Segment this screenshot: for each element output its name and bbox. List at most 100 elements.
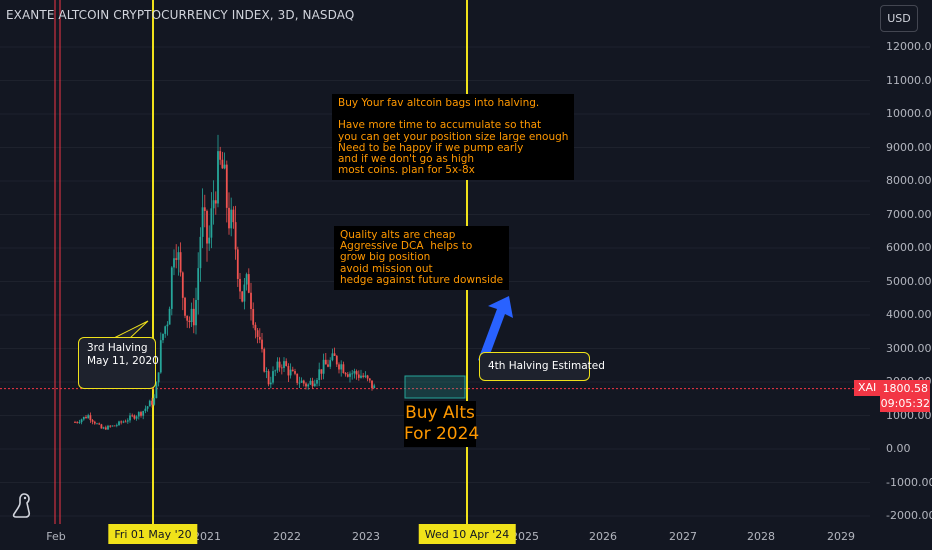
- candle-body: [236, 249, 239, 279]
- candle-body: [109, 425, 112, 427]
- candle-body: [338, 364, 340, 370]
- candle-body: [225, 164, 228, 208]
- candle-body: [269, 382, 272, 385]
- candle-body: [111, 425, 114, 427]
- x-tick-label: 2023: [352, 530, 380, 543]
- candle-body: [212, 200, 215, 209]
- candle-body: [192, 308, 195, 326]
- candle-body: [80, 419, 83, 423]
- candle-body: [243, 284, 246, 302]
- candle-body: [276, 361, 279, 371]
- candle-body: [261, 339, 263, 350]
- candle-body: [357, 374, 360, 378]
- halving-3-callout[interactable]: 3rd Halving May 11, 2020: [78, 337, 159, 389]
- candle-body: [368, 378, 371, 381]
- candle-body: [122, 421, 125, 423]
- x-tick-label: 2029: [827, 530, 855, 543]
- currency-button[interactable]: USD: [880, 5, 918, 32]
- candle-body: [223, 164, 226, 169]
- candle-body: [135, 416, 138, 419]
- candle-body: [239, 278, 241, 292]
- x-tick-label: 2027: [669, 530, 697, 543]
- strategy-note[interactable]: Buy Your fav altcoin bags into halving. …: [332, 94, 575, 181]
- candle-body: [366, 375, 369, 379]
- candle-body: [318, 369, 321, 380]
- candle-body: [265, 371, 268, 373]
- candle-body: [151, 400, 153, 405]
- y-tick-label: 5000.00: [886, 274, 932, 288]
- y-tick-label: 12000.00: [886, 40, 932, 53]
- candle-body: [311, 380, 314, 387]
- candle-body: [298, 382, 301, 384]
- candle-body: [300, 380, 303, 383]
- candle-body: [313, 383, 316, 387]
- candle-body: [85, 416, 87, 419]
- candle-body: [179, 252, 182, 273]
- candle-body: [232, 209, 235, 223]
- y-tick-label: 11000.00: [886, 73, 932, 87]
- candle-body: [230, 209, 233, 229]
- candle-body: [131, 415, 134, 417]
- y-tick-label: 10000.00: [886, 107, 932, 120]
- candle-body: [250, 292, 252, 309]
- quality-alts-note[interactable]: Quality alts are cheap Aggressive DCA he…: [334, 226, 510, 291]
- candle-body: [118, 421, 120, 426]
- candle-body: [267, 371, 270, 385]
- candle-body: [120, 421, 123, 423]
- candle-body: [327, 364, 329, 367]
- candle-body: [274, 370, 277, 372]
- candle-body: [74, 422, 76, 423]
- candle-body: [140, 412, 142, 416]
- candle-body: [208, 237, 211, 244]
- candle-body: [296, 373, 299, 383]
- candle-body: [263, 349, 266, 372]
- candle-body: [181, 272, 184, 298]
- candle-body: [168, 308, 171, 325]
- candle-body: [285, 361, 288, 366]
- x-tick-label: 2026: [589, 530, 617, 543]
- y-tick-label: 7000.00: [886, 207, 932, 221]
- candle-body: [335, 355, 338, 365]
- candle-body: [197, 268, 200, 300]
- candles: [74, 134, 376, 430]
- candle-body: [349, 373, 351, 377]
- candle-body: [333, 353, 336, 356]
- candle-body: [254, 324, 257, 331]
- candle-body: [309, 380, 312, 385]
- candle-body: [342, 364, 345, 374]
- candle-body: [170, 267, 173, 309]
- halving-4-callout[interactable]: 4th Halving Estimated: [479, 352, 605, 381]
- current-price-tag: XAI 1800.58 09:05:32: [854, 380, 931, 412]
- estimated-move-arrow: [478, 296, 513, 365]
- candle-body: [102, 427, 105, 429]
- y-tick-label: -2000.00: [886, 509, 932, 522]
- x-tick-label: Feb: [46, 530, 66, 543]
- candle-body: [355, 371, 358, 375]
- candle-body: [362, 375, 365, 377]
- candle-body: [87, 415, 90, 419]
- x-tick-label: 2022: [273, 530, 301, 543]
- y-tick-label: 6000.00: [886, 241, 932, 254]
- tradingview-logo-icon[interactable]: [10, 492, 36, 520]
- buy-alts-label[interactable]: Buy Alts For 2024: [404, 401, 479, 447]
- candle-body: [153, 398, 156, 405]
- y-tick-label: 3000.00: [886, 341, 932, 355]
- candle-body: [302, 380, 305, 384]
- y-tick-label: 0.00: [886, 442, 911, 455]
- candle-body: [144, 408, 147, 412]
- halving-3-date-badge: Fri 01 May '20: [108, 524, 198, 544]
- candle-body: [287, 365, 290, 376]
- candle-body: [272, 371, 274, 383]
- candle-body: [113, 425, 116, 427]
- candle-body: [351, 373, 354, 375]
- candle-body: [371, 380, 373, 389]
- candle-body: [104, 427, 107, 430]
- candle-body: [247, 274, 250, 293]
- y-tick-label: 8000.00: [886, 174, 932, 187]
- candle-body: [214, 200, 217, 204]
- candle-body: [126, 420, 129, 422]
- candle-body: [307, 384, 310, 387]
- candle-body: [283, 361, 285, 368]
- candle-body: [241, 291, 244, 302]
